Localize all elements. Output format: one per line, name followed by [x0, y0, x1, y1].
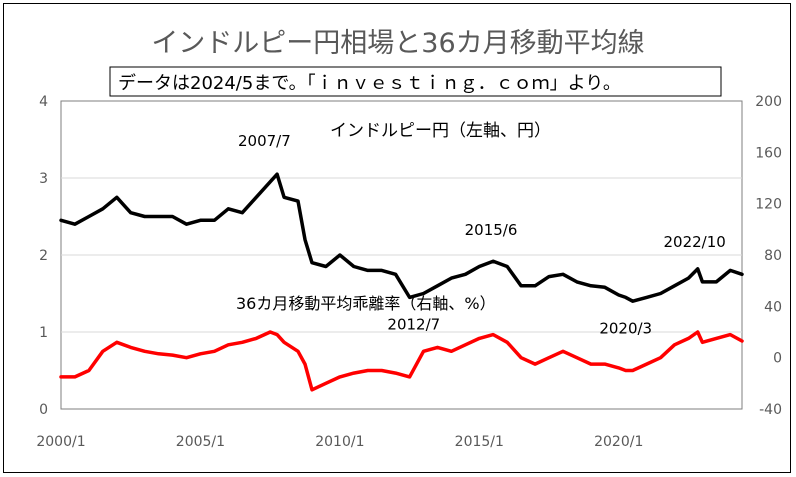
y-right-tick-label: 120	[755, 197, 782, 213]
x-tick-label: 2000/1	[36, 434, 85, 450]
annotation-label: 2007/7	[238, 132, 291, 150]
y-right-tick-label: -40	[759, 402, 782, 418]
y-right-tick-label: 80	[764, 248, 782, 264]
y-right-tick-label: 160	[755, 145, 782, 161]
y-right-tick-label: 0	[773, 351, 782, 367]
x-tick-label: 2010/1	[315, 434, 364, 450]
y-right-tick-label: 40	[764, 299, 782, 315]
series-label-left: インドルピー円（左軸、円）	[330, 121, 551, 141]
x-tick-label: 2015/1	[455, 434, 504, 450]
annotation-label: 2020/3	[599, 320, 652, 338]
x-tick-label: 2005/1	[176, 434, 225, 450]
y-left-tick-label: 2	[39, 248, 48, 264]
chart-subtitle: データは2024/5まで。「ｉｎｖｅｓｔｉｎｇ．ｃｏｍ」より。	[118, 73, 621, 94]
chart-title: インドルピー円相場と36カ月移動平均線	[151, 28, 644, 59]
subtitle-box	[109, 66, 722, 97]
y-right-tick-label: 200	[755, 94, 782, 110]
y-left-tick-label: 3	[39, 171, 48, 187]
annotation-label: 2012/7	[387, 315, 440, 333]
annotation-label: 2022/10	[663, 233, 725, 251]
series-label-right: 36カ月移動平均乖離率（右軸、%）	[236, 294, 496, 313]
marks-layer: 0 1 2 3 4 -40 0 40 80 120 160 200 2000/1 2005/1 2010/1…	[36, 94, 782, 450]
series-line-rupee-yen	[59, 172, 744, 303]
series-line-deviation	[59, 330, 744, 392]
x-tick-label: 2020/1	[594, 434, 643, 450]
y-left-tick-label: 4	[39, 94, 48, 110]
y-left-tick-label: 0	[39, 402, 48, 418]
annotation-label: 2015/6	[465, 221, 518, 239]
grid-layer	[61, 177, 742, 333]
y-left-tick-label: 1	[39, 325, 48, 341]
